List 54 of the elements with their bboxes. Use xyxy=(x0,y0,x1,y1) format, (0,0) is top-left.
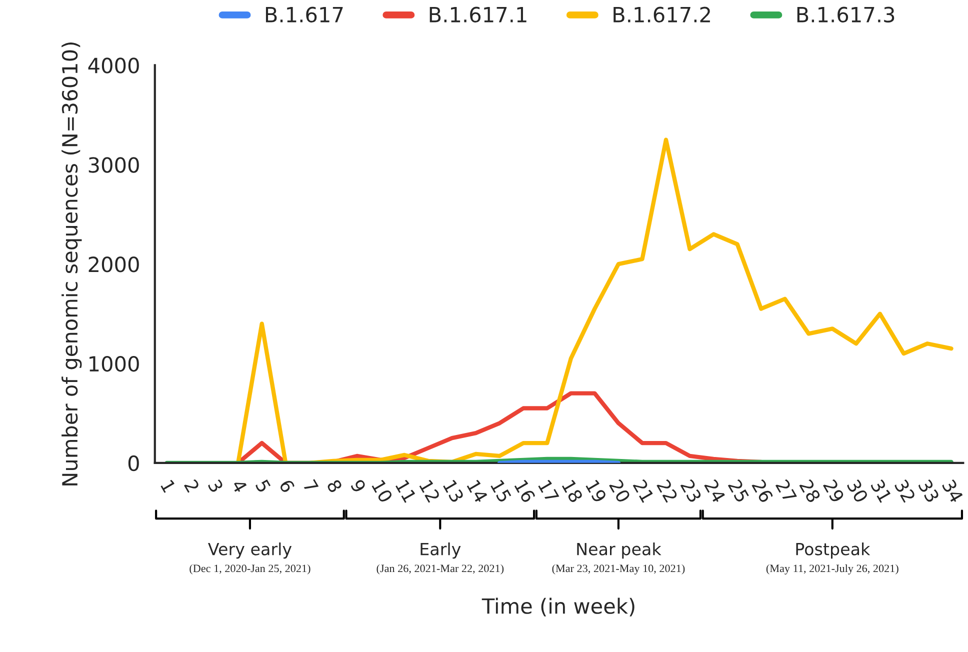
x-tick-label: 26 xyxy=(751,478,774,504)
x-tick-label: 4 xyxy=(231,478,248,494)
x-tick-label: 10 xyxy=(371,479,394,504)
text: (Dec 1, 2020-Jan 25, 2021) xyxy=(190,564,310,574)
x-tick-label: 12 xyxy=(419,479,440,503)
x-tick-label: 21 xyxy=(632,478,654,503)
legend-label: B.1.617.2 xyxy=(614,6,710,23)
x-tick-label: 13 xyxy=(442,479,464,504)
x-tick-label: 6 xyxy=(278,478,296,494)
y-tick-label: 3000 xyxy=(88,157,139,173)
line-series xyxy=(236,138,954,463)
y-tick-label: 1000 xyxy=(90,356,139,372)
legend-label: B.1.617 xyxy=(266,6,343,23)
text: Postpeak xyxy=(796,542,870,559)
x-tick-label: 23 xyxy=(680,478,702,504)
x-tick-label: 11 xyxy=(395,480,416,503)
x-tick-label: 20 xyxy=(608,478,631,504)
x-tick-label: 16 xyxy=(514,479,536,504)
text: (May 11, 2021-July 26, 2021) xyxy=(766,564,898,574)
text: Early xyxy=(420,542,461,559)
x-tick-label: 34 xyxy=(942,478,964,504)
x-tick-label: 19 xyxy=(585,479,608,504)
x-tick-label: 14 xyxy=(466,480,488,504)
x-tick-label: 8 xyxy=(326,478,343,494)
y-tick-label: 0 xyxy=(128,455,139,472)
x-tick-label: 30 xyxy=(846,478,869,504)
legend-label: B.1.617.3 xyxy=(797,6,894,23)
x-tick-label: 25 xyxy=(728,478,750,504)
x-tick-label: 31 xyxy=(870,478,892,503)
x-tick-label: 29 xyxy=(822,478,845,504)
legend-label: B.1.617.1 xyxy=(430,6,526,23)
y-axis-title: Number of genomic sequences (N=36010) xyxy=(62,42,82,486)
x-tick-label: 28 xyxy=(799,478,822,504)
x-tick-label: 22 xyxy=(656,478,678,503)
x-tick-label: 3 xyxy=(208,478,224,494)
text: (Jan 26, 2021-Mar 22, 2021) xyxy=(376,564,504,574)
x-tick-label: 9 xyxy=(350,478,366,494)
x-tick-label: 27 xyxy=(775,478,798,503)
x-tick-label: 32 xyxy=(894,478,916,503)
text: Very early xyxy=(208,542,292,559)
x-axis-title: Time (in week) xyxy=(482,598,634,616)
x-tick-label: 33 xyxy=(918,478,940,504)
x-tick-label: 1 xyxy=(160,480,176,493)
y-tick-label: 2000 xyxy=(88,256,139,272)
x-tick-label: 7 xyxy=(302,479,319,493)
x-tick-label: 15 xyxy=(490,480,512,504)
x-tick-label: 24 xyxy=(704,478,726,504)
text: (Mar 23, 2021-May 10, 2021) xyxy=(552,564,685,574)
x-tick-label: 18 xyxy=(562,479,584,504)
y-tick-label: 4000 xyxy=(88,58,139,74)
x-tick-label: 17 xyxy=(538,480,560,503)
text: Near peak xyxy=(577,542,662,559)
x-tick-label: 5 xyxy=(255,478,272,494)
x-tick-label: 2 xyxy=(184,478,200,493)
